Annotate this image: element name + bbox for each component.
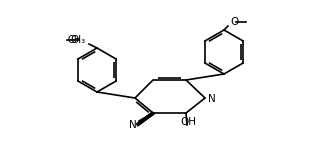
Text: O: O <box>230 17 238 27</box>
Text: O: O <box>71 35 79 45</box>
Text: OH: OH <box>180 117 196 127</box>
Text: CH₃: CH₃ <box>67 35 85 45</box>
Text: N: N <box>208 94 216 104</box>
Text: N: N <box>129 120 137 130</box>
